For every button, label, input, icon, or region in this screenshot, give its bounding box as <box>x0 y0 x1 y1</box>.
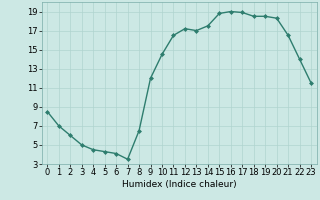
X-axis label: Humidex (Indice chaleur): Humidex (Indice chaleur) <box>122 180 236 189</box>
